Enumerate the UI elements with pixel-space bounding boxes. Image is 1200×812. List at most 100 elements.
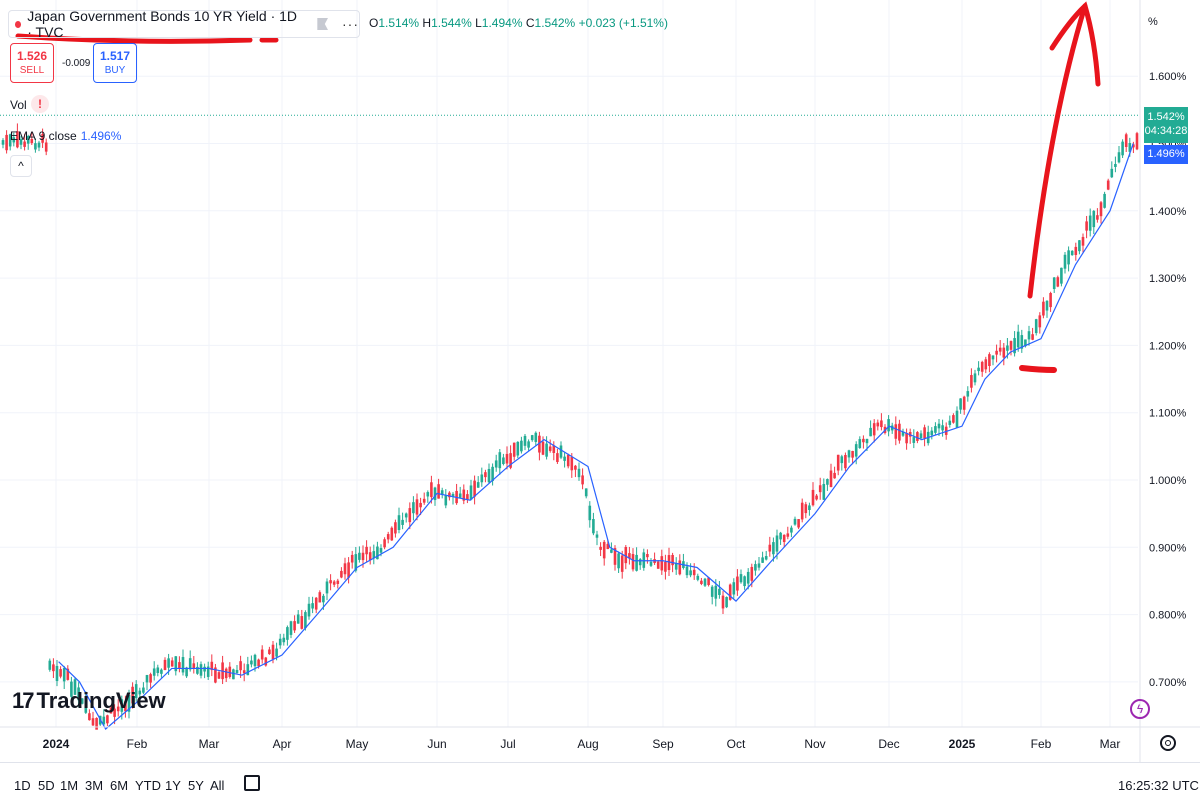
candle-body [696, 575, 700, 580]
candle-body [1045, 300, 1049, 311]
candle-body [541, 441, 545, 455]
candle-body [401, 519, 404, 525]
candle-body [116, 706, 120, 712]
candle-body [1074, 246, 1078, 256]
candle-body [480, 474, 484, 483]
candle-body [1009, 341, 1013, 350]
candle-body [934, 426, 937, 433]
candle-body [656, 561, 660, 569]
candle-body [646, 554, 649, 558]
candle-body [725, 597, 728, 608]
candle-body [959, 398, 962, 410]
symbol-title-box[interactable]: Japan Government Bonds 10 YR Yield · 1D … [8, 8, 360, 40]
range-button-6m[interactable]: 6M [110, 778, 129, 793]
candle-body [498, 452, 502, 469]
logo-mark: 17 [12, 688, 35, 713]
range-button-all[interactable]: All [210, 778, 225, 793]
range-button-1m[interactable]: 1M [60, 778, 79, 793]
candle-body [826, 479, 829, 485]
candle-body [1106, 180, 1110, 190]
candle-body [188, 658, 192, 670]
ema-legend[interactable]: EMA 9 close 1.496% [10, 129, 121, 143]
candle-body [77, 687, 80, 701]
candle-body [462, 489, 466, 501]
candle-body [700, 580, 703, 584]
price-tick-label: 1.400% [1149, 206, 1187, 218]
candle-body [426, 492, 430, 497]
logo-text: TradingView [36, 688, 166, 713]
range-button-1d[interactable]: 1D [14, 778, 31, 793]
candle-body [185, 667, 188, 677]
low-label: L [475, 16, 482, 30]
bolt-icon[interactable]: ϟ [1130, 699, 1150, 719]
time-tick-label: Nov [804, 737, 825, 751]
candle-body [160, 669, 163, 674]
candle-body [746, 571, 750, 584]
candle-body [599, 546, 602, 550]
candle-body [876, 422, 880, 427]
range-button-5d[interactable]: 5D [38, 778, 55, 793]
candle-body [12, 137, 16, 143]
candle-body [1070, 250, 1074, 256]
candle-body [728, 584, 732, 600]
candle-body [91, 718, 95, 726]
candle-body [714, 585, 718, 599]
candle-body [289, 621, 293, 635]
scale-unit-label[interactable]: % [1148, 16, 1158, 28]
candle-body [768, 544, 772, 552]
candle-body [311, 603, 314, 609]
candle-body [383, 539, 386, 548]
candle-body [649, 561, 653, 566]
candle-body [451, 493, 455, 497]
candle-body [754, 564, 757, 571]
time-tick-label: Oct [727, 737, 746, 751]
candle-body [440, 490, 444, 495]
candle-body [638, 559, 642, 566]
candle-body [145, 675, 149, 683]
candle-body [224, 668, 228, 679]
candle-body [588, 505, 592, 521]
candle-body [664, 561, 667, 572]
flag-icon[interactable] [317, 18, 328, 30]
collapse-legend-button[interactable]: ^ [10, 155, 32, 177]
candle-body [304, 612, 307, 629]
candle-body [142, 687, 145, 693]
candle-body [1081, 236, 1085, 246]
buy-price: 1.517 [99, 49, 131, 63]
candle-body [660, 556, 664, 571]
volume-legend[interactable]: Vol [10, 98, 27, 112]
candle-body [674, 563, 678, 570]
candle-body [610, 549, 613, 553]
range-button-3m[interactable]: 3M [85, 778, 104, 793]
candle-body [84, 698, 88, 713]
candle-body [761, 557, 764, 563]
time-tick-label: May [346, 737, 369, 751]
time-axis[interactable]: 2024 Feb Mar Apr May Jun Jul Aug Sep Oct Nov Dec 202… [0, 726, 1200, 751]
candle-body [642, 552, 646, 568]
open-value: 1.514% [378, 16, 420, 30]
candle-body [152, 668, 156, 676]
symbol-title[interactable]: Japan Government Bonds 10 YR Yield · 1D … [27, 8, 298, 40]
candle-body [988, 354, 991, 367]
more-icon[interactable]: ··· [342, 16, 359, 32]
range-button-5y[interactable]: 5Y [188, 778, 204, 793]
clock[interactable]: 16:25:32 UTC [1118, 778, 1199, 793]
ema-9-line [58, 143, 1134, 730]
candle-body [1067, 250, 1070, 265]
candle-body [1121, 141, 1124, 156]
candle-body [1103, 193, 1106, 208]
buy-button[interactable]: 1.517 BUY [93, 43, 137, 83]
candle-body [732, 582, 736, 595]
gear-icon[interactable] [1160, 735, 1176, 751]
price-tick-label: 0.700% [1149, 677, 1187, 689]
range-button-1y[interactable]: 1Y [165, 778, 181, 793]
range-button-ytd[interactable]: YTD [135, 778, 161, 793]
candle-body [977, 367, 980, 372]
sell-button[interactable]: 1.526 SELL [10, 43, 54, 83]
calendar-icon[interactable] [244, 775, 260, 791]
candle-body [836, 454, 840, 471]
warning-icon[interactable]: ! [31, 95, 49, 113]
ema-label: EMA 9 close [10, 129, 77, 143]
price-tick-label: 1.200% [1149, 340, 1187, 352]
